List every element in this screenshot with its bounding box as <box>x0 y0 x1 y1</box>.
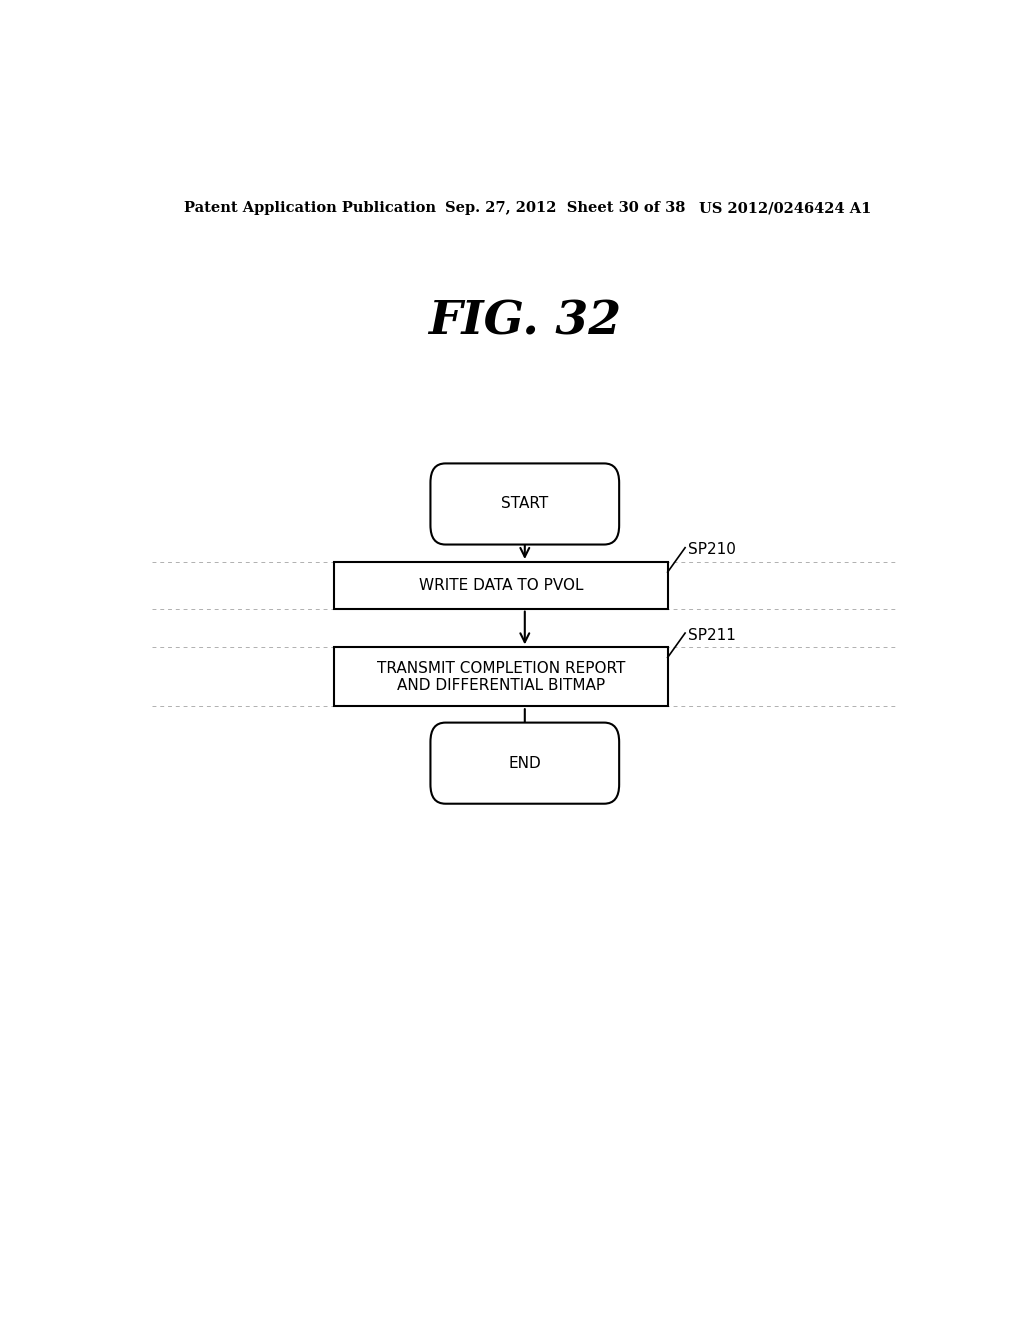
Text: US 2012/0246424 A1: US 2012/0246424 A1 <box>699 201 871 215</box>
Text: WRITE DATA TO PVOL: WRITE DATA TO PVOL <box>419 578 584 593</box>
FancyBboxPatch shape <box>334 647 668 706</box>
Text: START: START <box>501 496 549 511</box>
FancyBboxPatch shape <box>430 722 620 804</box>
Text: END: END <box>509 755 541 771</box>
FancyBboxPatch shape <box>430 463 620 545</box>
Text: FIG. 32: FIG. 32 <box>428 298 622 345</box>
FancyBboxPatch shape <box>334 562 668 609</box>
Text: SP210: SP210 <box>688 543 736 557</box>
Text: Sep. 27, 2012  Sheet 30 of 38: Sep. 27, 2012 Sheet 30 of 38 <box>445 201 686 215</box>
Text: Patent Application Publication: Patent Application Publication <box>183 201 435 215</box>
Text: SP211: SP211 <box>688 627 736 643</box>
Text: TRANSMIT COMPLETION REPORT
AND DIFFERENTIAL BITMAP: TRANSMIT COMPLETION REPORT AND DIFFERENT… <box>377 660 626 693</box>
